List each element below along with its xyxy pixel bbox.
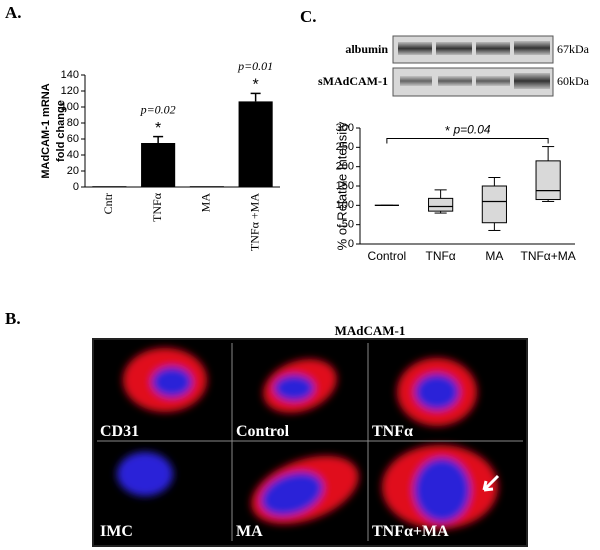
panel-label: B. xyxy=(5,309,21,328)
bracket xyxy=(386,138,549,144)
y-tick-label: 60 xyxy=(67,133,79,145)
cell-label: TNFα+MA xyxy=(372,523,449,540)
micrographs: CD31 Control TNFα IMC MA TNFα+MA xyxy=(92,338,528,547)
x-tick-label: TNFα xyxy=(425,249,455,263)
y-tick-label: 50 xyxy=(342,219,354,231)
bar xyxy=(238,101,273,187)
blot-band xyxy=(476,42,510,55)
y-tick-label: 0 xyxy=(73,181,79,193)
blot-band xyxy=(438,76,472,86)
x-tick-label: MA xyxy=(199,193,213,213)
bar xyxy=(189,186,224,187)
blot-band xyxy=(514,73,550,89)
y-tick-label: 300 xyxy=(336,122,354,134)
significance-mark: * xyxy=(155,120,161,137)
blot-size: 67kDa xyxy=(557,42,590,56)
significance-mark: * xyxy=(253,77,259,94)
y-axis-label: % of Relative Intensity xyxy=(334,121,349,250)
blot-band xyxy=(514,41,550,55)
blot-band xyxy=(476,76,510,86)
blot-band xyxy=(398,42,432,55)
blot-size: 60kDa xyxy=(557,74,590,88)
x-tick-label: Control xyxy=(368,249,407,263)
blot-label: sMAdCAM-1 xyxy=(318,74,388,88)
blot-label: albumin xyxy=(345,42,388,56)
nucleus xyxy=(274,375,314,401)
x-tick-label: TNFα xyxy=(150,192,164,222)
nucleus xyxy=(261,472,323,516)
box xyxy=(481,185,507,224)
x-tick-label: TNFα+MA xyxy=(520,249,575,263)
x-tick-label: MA xyxy=(485,249,503,263)
y-tick-label: 40 xyxy=(67,149,79,161)
y-axis-label: MAdCAM-1 mRNA xyxy=(40,83,52,178)
bar xyxy=(141,143,176,187)
y-tick-label: 250 xyxy=(336,141,354,153)
box xyxy=(428,197,454,212)
y-tick-label: 100 xyxy=(336,199,354,211)
blot: albumin sMAdCAM-1 67kDa 60kDa xyxy=(318,35,590,97)
nucleus xyxy=(415,374,459,410)
nucleus xyxy=(117,452,173,496)
y-tick-label: 150 xyxy=(336,180,354,192)
cell-label: CD31 xyxy=(100,423,139,440)
p-value: p=0.04 xyxy=(453,123,491,137)
cells xyxy=(117,348,498,529)
cell-label: IMC xyxy=(100,523,133,540)
y-tick-label: 120 xyxy=(61,85,79,97)
blot-band xyxy=(400,76,432,86)
p-value: p=0.02 xyxy=(140,102,176,116)
y-tick-label: 0 xyxy=(348,238,354,250)
nucleus xyxy=(414,458,470,522)
bar xyxy=(92,186,127,187)
nucleus xyxy=(152,367,192,397)
p-value: p=0.01 xyxy=(237,59,273,73)
cell-label: MA xyxy=(236,523,263,540)
panel-label: A. xyxy=(5,3,22,22)
x-tick-label: Cntr xyxy=(101,193,115,214)
significance-mark: * xyxy=(445,123,450,138)
arrow xyxy=(482,474,500,492)
box xyxy=(535,160,561,201)
cell-label: TNFα xyxy=(372,423,413,440)
y-tick-label: 200 xyxy=(336,161,354,173)
y-tick-label: 20 xyxy=(67,165,79,177)
blot-band xyxy=(436,42,472,55)
y-axis-label: fold change xyxy=(55,100,67,162)
y-tick-label: 80 xyxy=(67,117,79,129)
micrograph-title: MAdCAM-1 xyxy=(335,323,406,338)
panel-label: C. xyxy=(300,7,317,26)
y-tick-label: 140 xyxy=(61,69,79,81)
y-tick-label: 100 xyxy=(61,101,79,113)
cell-label: Control xyxy=(236,423,290,440)
x-tick-label: TNFα +MA xyxy=(247,193,261,251)
